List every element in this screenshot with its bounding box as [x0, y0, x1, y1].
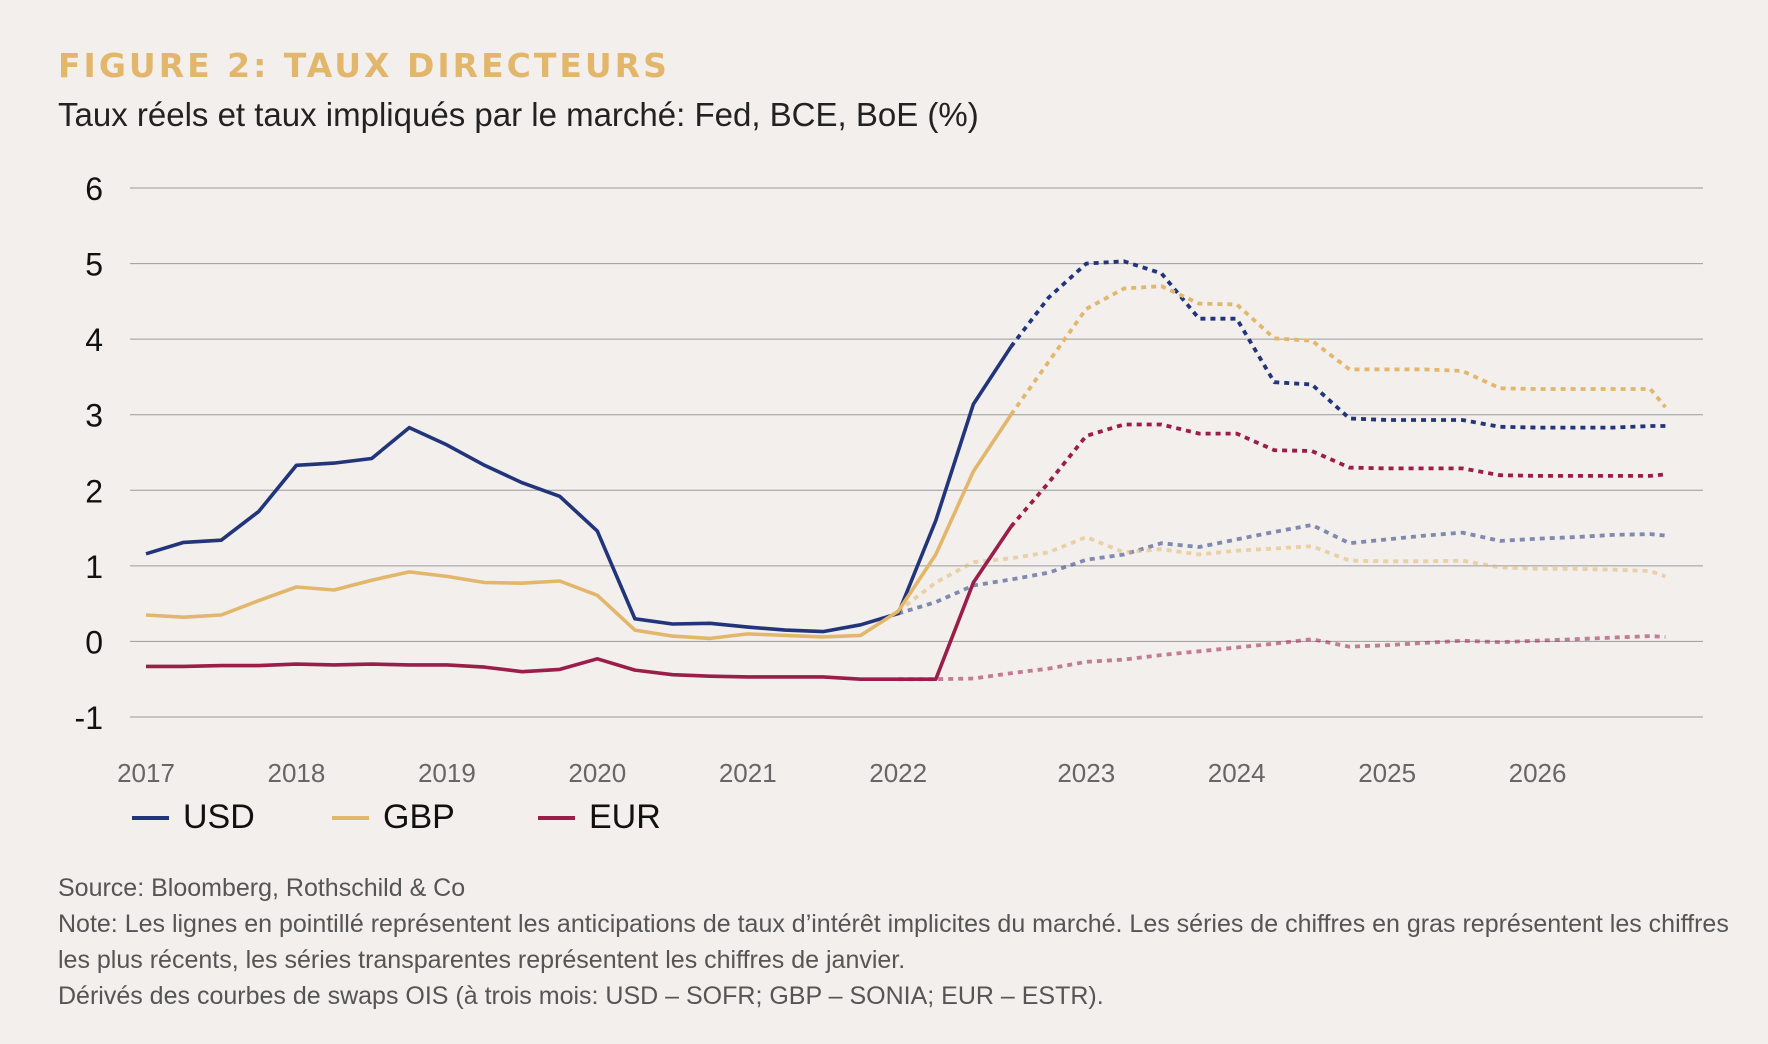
y-tick-label: 1 [85, 549, 103, 585]
y-tick-label: 2 [85, 473, 103, 509]
legend-item-gbp[interactable]: GBP [332, 798, 538, 837]
legend-swatch-usd [132, 815, 169, 820]
x-tick-label: 2022 [869, 758, 927, 788]
series-line-6 [146, 525, 1013, 682]
chart-subtitle: Taux réels et taux impliqués par le marc… [58, 96, 979, 133]
y-tick-label: 0 [85, 624, 103, 660]
legend-swatch-gbp [332, 815, 369, 820]
series-line-5 [897, 535, 1667, 613]
series-line-1 [1009, 259, 1666, 430]
chart-title: FIGURE 2: TAUX DIRECTEURS [58, 46, 670, 85]
x-tick-label: 2020 [568, 758, 626, 788]
x-axis-ticks: 2017 2018 2019 2020 2021 2022 2023 2024 2025 2026 [117, 758, 1566, 788]
series-line-3 [145, 413, 1013, 641]
y-tick-label: 3 [85, 398, 103, 434]
legend-item-usd[interactable]: USD [132, 798, 332, 837]
x-tick-label: 2018 [268, 758, 326, 788]
legend-label-eur: EUR [589, 798, 661, 836]
x-tick-label: 2026 [1509, 758, 1567, 788]
x-tick-label: 2019 [418, 758, 476, 788]
series-line-0 [145, 345, 1013, 634]
x-tick-label: 2025 [1358, 758, 1416, 788]
legend-item-eur[interactable]: EUR [538, 798, 661, 837]
legend-label-gbp: GBP [383, 798, 455, 836]
x-tick-label: 2024 [1208, 758, 1266, 788]
y-axis-ticks: 6 5 4 3 2 1 0 -1 [75, 171, 103, 736]
methodology-note: Note: Les lignes en pointillé représente… [58, 910, 1729, 974]
source-note: Source: Bloomberg, Rothschild & Co [58, 874, 466, 902]
chart-footnotes: Source: Bloomberg, Rothschild & Co Note:… [58, 870, 1738, 1014]
series-line-8 [898, 634, 1666, 682]
x-tick-label: 2017 [117, 758, 175, 788]
series-line-7 [1009, 422, 1666, 528]
y-tick-label: 5 [85, 247, 103, 283]
legend-swatch-eur [538, 815, 575, 820]
y-tick-label: 6 [85, 171, 103, 207]
legend-label-usd: USD [183, 798, 255, 836]
series-line-2 [897, 523, 1666, 616]
grid-lines [130, 187, 1703, 718]
series-line-4 [1009, 284, 1667, 416]
y-tick-label: 4 [85, 322, 103, 358]
x-tick-label: 2021 [719, 758, 777, 788]
series-lines [145, 259, 1667, 682]
x-tick-label: 2023 [1057, 758, 1115, 788]
y-tick-label: -1 [75, 700, 103, 736]
derivation-note: Dérivés des courbes de swaps OIS (à troi… [58, 982, 1104, 1010]
legend: USD GBP EUR [132, 798, 661, 837]
